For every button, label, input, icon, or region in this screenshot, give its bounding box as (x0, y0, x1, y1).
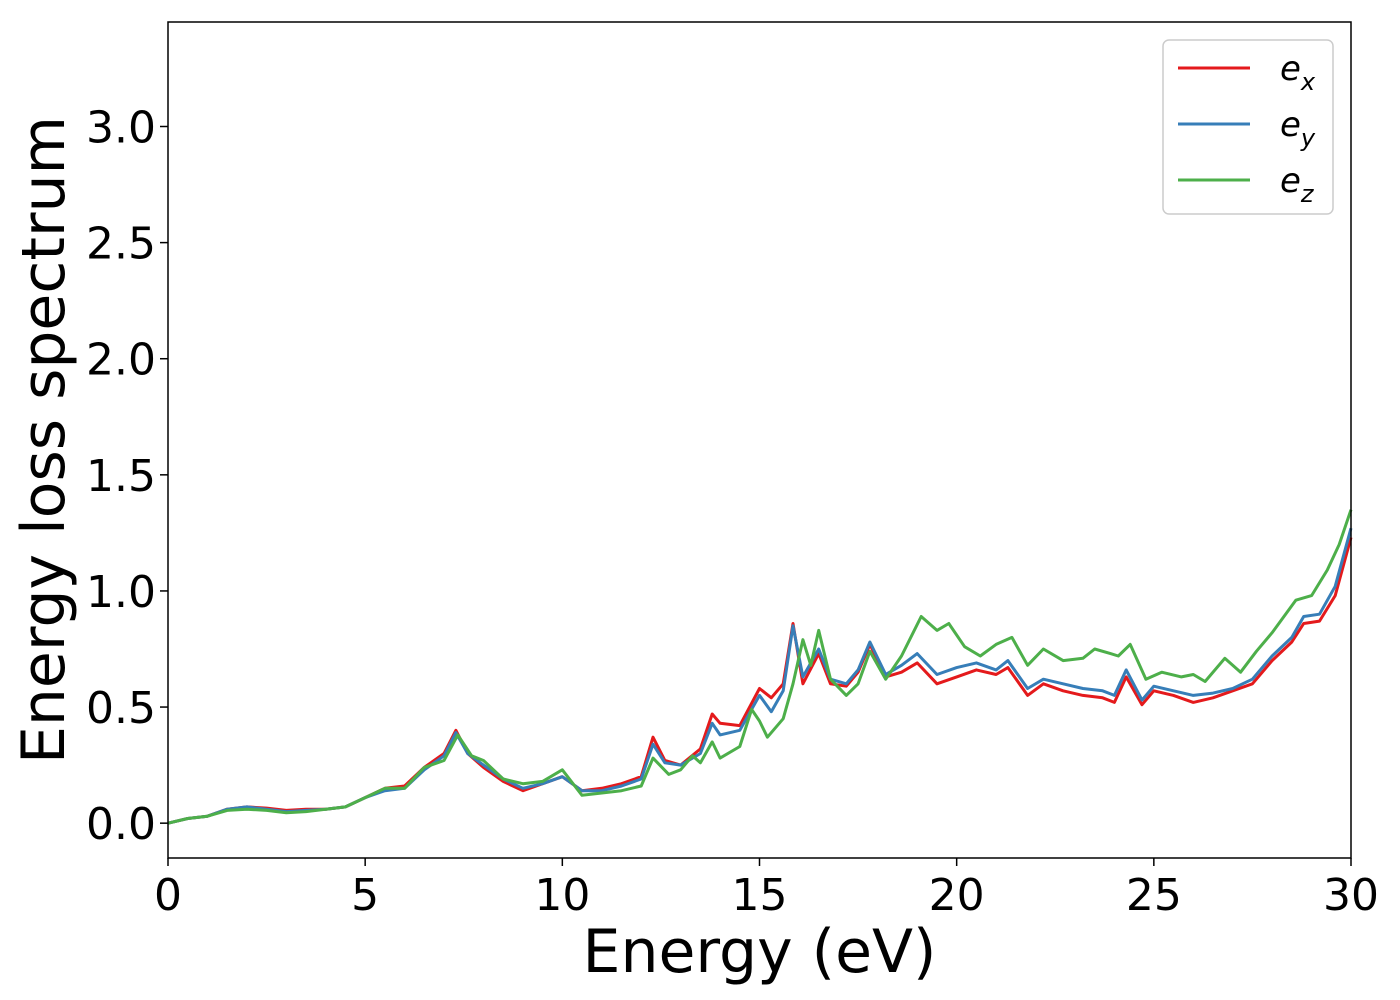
series-line-ex (167, 537, 1353, 825)
series-lines (167, 509, 1353, 825)
y-tick-label: 0.0 (86, 799, 156, 850)
x-tick-label: 0 (154, 870, 182, 921)
y-tick-label: 1.5 (86, 451, 156, 502)
legend-box (1162, 39, 1334, 215)
x-axis-label: Energy (eV) (583, 917, 937, 987)
x-tick-label: 5 (351, 870, 379, 921)
legend-label-subscript: z (1300, 180, 1315, 208)
legend-label: ex (1280, 49, 1316, 96)
x-tick-label: 25 (1126, 870, 1182, 921)
x-tick-label: 10 (534, 870, 590, 921)
y-tick-label: 2.5 (86, 219, 156, 270)
legend-label: ey (1280, 105, 1316, 152)
legend-label-subscript: y (1300, 124, 1316, 152)
x-tick-label: 30 (1323, 870, 1379, 921)
y-tick-label: 0.5 (86, 683, 156, 734)
y-tick-label: 2.0 (86, 335, 156, 386)
x-tick-label: 15 (732, 870, 788, 921)
legend-label-subscript: x (1300, 68, 1316, 96)
series-line-ez (167, 509, 1353, 825)
y-tick-label: 3.0 (86, 103, 156, 154)
x-axis: 0 5 10 15 20 25 30 (154, 858, 1379, 921)
y-tick-label: 1.0 (86, 567, 156, 618)
x-tick-label: 20 (929, 870, 985, 921)
y-axis-label: Energy loss spectrum (9, 116, 79, 764)
y-axis: 0.0 0.5 1.0 1.5 2.0 2.5 3.0 (86, 103, 168, 850)
